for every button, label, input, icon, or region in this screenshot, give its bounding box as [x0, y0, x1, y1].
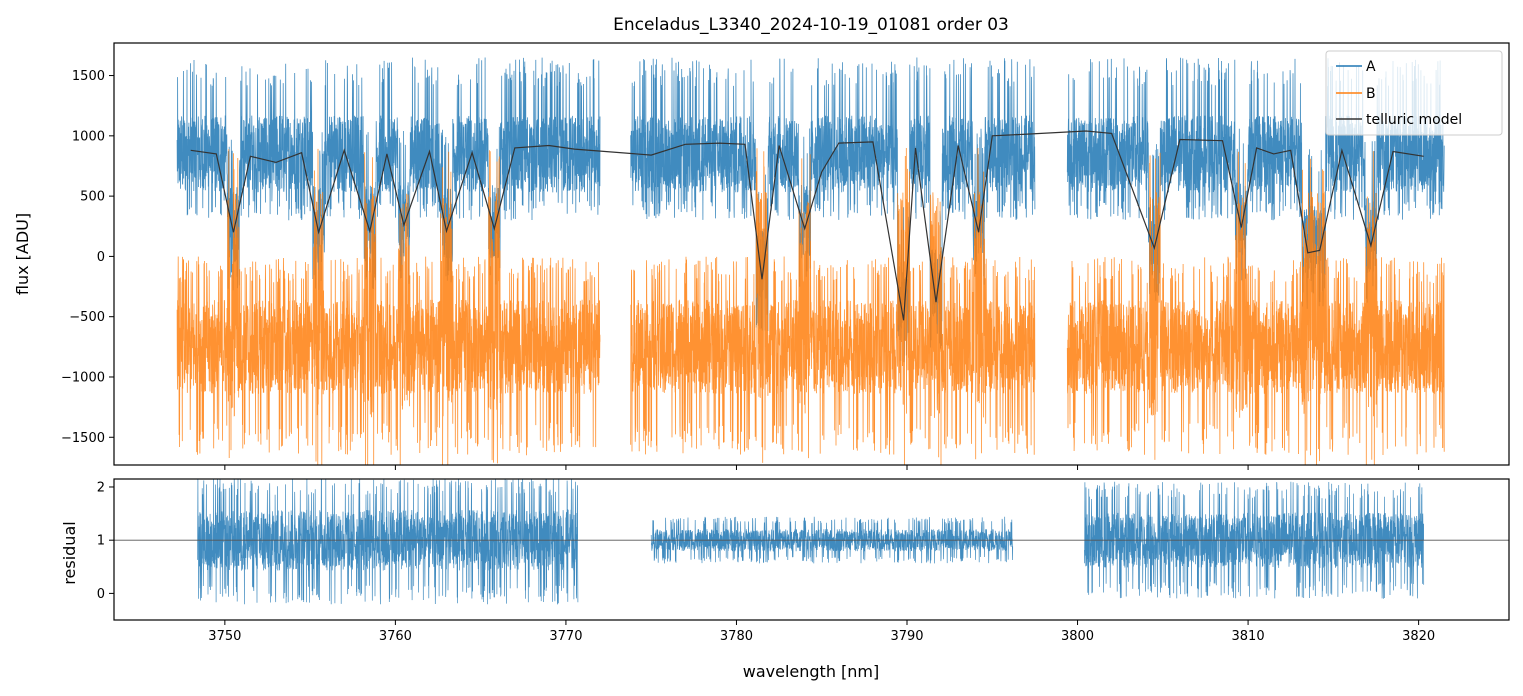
series-b-line — [1066, 151, 1445, 465]
top-axes-frame — [113, 42, 1510, 466]
top-ytick-label: 500 — [80, 190, 105, 205]
legend-box — [1325, 50, 1503, 136]
bottom-axes-frame — [113, 478, 1510, 621]
bottom-xtick-label: 3760 — [379, 629, 412, 644]
bottom-panel: 0 1 2 3750 3760 3770 3780 3790 3800 3810 3820 resi… — [60, 478, 1510, 681]
series-a-line — [1066, 57, 1445, 309]
residual-line — [650, 516, 1014, 564]
series-b-line — [630, 147, 1036, 465]
bottom-xtick-label: 3770 — [549, 629, 582, 644]
chart-title: Enceladus_L3340_2024-10-19_01081 order 0… — [613, 15, 1009, 35]
legend-label-telluric: telluric model — [1366, 112, 1462, 128]
legend: A B telluric model — [1325, 50, 1503, 136]
residual-line — [1084, 481, 1425, 599]
legend-label-a: A — [1366, 59, 1376, 75]
bottom-xtick-label: 3780 — [720, 629, 753, 644]
series-a-line — [630, 57, 1036, 363]
bottom-ytick-label: 1 — [97, 534, 105, 549]
top-ytick-label: −1500 — [61, 431, 105, 446]
series-b-line — [176, 148, 601, 465]
top-ytick-label: −500 — [69, 310, 105, 325]
top-y-axis-label: flux [ADU] — [13, 213, 32, 295]
legend-label-b: B — [1366, 86, 1376, 102]
bottom-xtick-label: 3810 — [1232, 629, 1265, 644]
telluric-model-line — [190, 130, 1424, 321]
bottom-xtick-label: 3800 — [1061, 629, 1094, 644]
bottom-ytick-label: 0 — [97, 587, 105, 602]
top-ytick-label: 1500 — [72, 69, 105, 84]
bottom-y-axis-label: residual — [60, 521, 79, 584]
top-ytick-label: 0 — [97, 250, 105, 265]
bottom-xtick-label: 3790 — [890, 629, 923, 644]
residual-line — [197, 479, 579, 605]
bottom-ytick-label: 2 — [97, 480, 105, 495]
top-panel: −1500 −1000 −500 0 500 1000 1500 flux [ADU] A … — [13, 42, 1510, 470]
bottom-xtick-label: 3750 — [208, 629, 241, 644]
top-ytick-label: 1000 — [72, 129, 105, 144]
x-axis-label: wavelength [nm] — [743, 662, 880, 681]
top-ytick-label: −1000 — [61, 370, 105, 385]
bottom-xtick-label: 3820 — [1402, 629, 1435, 644]
series-a-line — [176, 57, 601, 291]
